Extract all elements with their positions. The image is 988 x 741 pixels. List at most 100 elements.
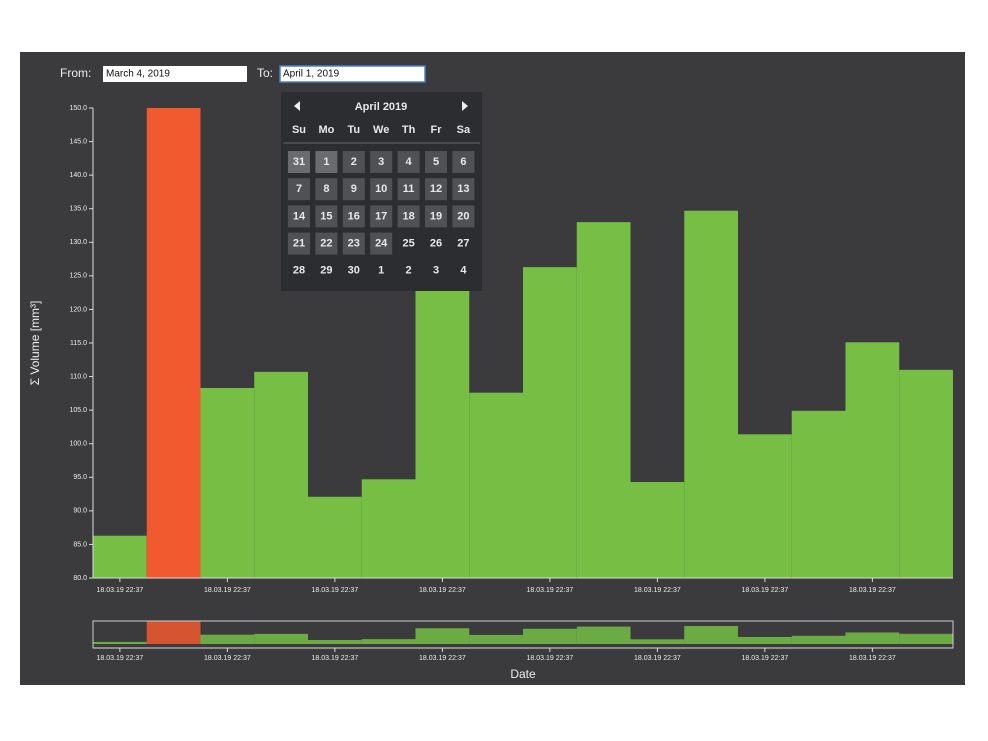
to-label: To: [257,66,273,80]
y-tick-label: 135.0 [69,206,87,213]
bar [93,535,147,578]
y-tick-label: 90.0 [73,508,87,515]
day[interactable]: 24 [375,238,388,250]
calendar-title: April 2019 [355,101,408,113]
day[interactable]: 23 [348,238,360,250]
y-tick-label: 145.0 [69,138,87,145]
overview-x-tick-label: 18.03.19 22:37 [204,655,251,662]
x-tick-label: 18.03.19 22:37 [312,587,359,594]
day[interactable]: 25 [402,238,414,250]
y-axis-label: Σ Volume [mm³] [28,301,42,386]
y-tick-label: 80.0 [73,575,87,582]
bar [308,496,362,578]
day-in-range [370,232,393,255]
day[interactable]: 18 [402,210,414,222]
overview-bar [200,634,255,644]
day[interactable]: 26 [430,238,442,250]
day-in-range [425,178,447,201]
day[interactable]: 30 [348,265,360,277]
y-tick-label: 100.0 [69,441,87,448]
day-in-range [342,151,365,173]
day[interactable]: 15 [320,210,332,222]
overview-x-tick-label: 18.03.19 22:37 [849,655,896,662]
bar [469,392,523,578]
y-tick-label: 95.0 [73,474,87,481]
day-in-range [342,178,365,201]
day[interactable]: 21 [293,238,305,250]
day-in-range [342,232,365,255]
bar [845,342,900,578]
overview-bar [684,626,738,644]
day[interactable]: 2 [406,265,412,277]
bar [630,481,685,578]
plot: 80.0 85.0 90.0 95.0 100.0 105.0 110.0 115.0 120.… [69,105,954,662]
day-in-range [452,178,475,201]
day[interactable]: 29 [320,265,332,277]
day[interactable]: 13 [457,183,469,195]
day-in-range [452,151,475,173]
from-label: From: [60,66,91,80]
day-in-range [425,151,447,173]
overview-x-tick-label: 18.03.19 22:37 [419,655,466,662]
day[interactable]: 1 [323,156,329,168]
day[interactable]: 1 [378,265,384,277]
x-tick-label: 18.03.19 22:37 [849,587,896,594]
weekday: Fr [431,124,443,136]
bar [254,371,308,578]
overview-bar [791,635,846,644]
day-in-range [315,232,338,255]
y-tick-label: 110.0 [70,373,87,380]
day[interactable]: 28 [293,265,305,277]
overview-bar [308,640,362,644]
day[interactable]: 27 [457,238,469,250]
day-in-range [342,205,365,228]
day[interactable]: 7 [296,183,302,195]
day[interactable]: 5 [433,156,439,168]
day[interactable]: 6 [460,156,466,168]
day[interactable]: 16 [348,210,360,222]
bar [415,255,470,578]
overview-bar [523,628,577,644]
from-value[interactable]: March 4, 2019 [106,69,170,80]
day[interactable]: 14 [293,210,306,222]
day[interactable]: 4 [460,265,467,277]
day-in-range [452,205,475,228]
day[interactable]: 17 [375,210,387,222]
day[interactable]: 12 [430,183,442,195]
weekday: Tu [347,124,360,136]
y-tick-label: 120.0 [69,306,87,313]
bar [576,222,631,578]
next-month[interactable] [462,101,468,111]
day[interactable]: 3 [378,156,384,168]
bar [899,369,953,578]
day[interactable]: 31 [293,156,305,168]
day[interactable]: 2 [351,156,357,168]
to-value[interactable]: April 1, 2019 [283,69,340,80]
day-in-range [288,178,310,201]
day[interactable]: 20 [457,210,469,222]
day[interactable]: 9 [351,183,357,195]
overview-bar [93,641,147,644]
overview-bar [576,626,631,644]
day-in-range [315,151,338,173]
day-in-range [370,205,393,228]
y-tick-label: 130.0 [69,239,87,246]
day-in-range [288,232,310,255]
to-input[interactable] [279,65,426,83]
day[interactable]: 4 [406,156,413,168]
day[interactable]: 10 [375,183,387,195]
day[interactable]: 11 [403,183,415,195]
day[interactable]: 19 [430,210,442,222]
day[interactable]: 3 [433,265,439,277]
overview-bar [738,636,792,644]
day[interactable]: 8 [323,183,329,195]
y-tick-label: 140.0 [69,172,87,179]
overview-x-tick-label: 18.03.19 22:37 [97,655,144,662]
x-axis-label: Date [510,667,536,681]
bar [146,108,201,578]
prev-month[interactable] [294,101,300,111]
day[interactable]: 22 [320,238,332,250]
from-input[interactable] [103,66,247,82]
x-tick-label: 18.03.19 22:37 [204,587,251,594]
